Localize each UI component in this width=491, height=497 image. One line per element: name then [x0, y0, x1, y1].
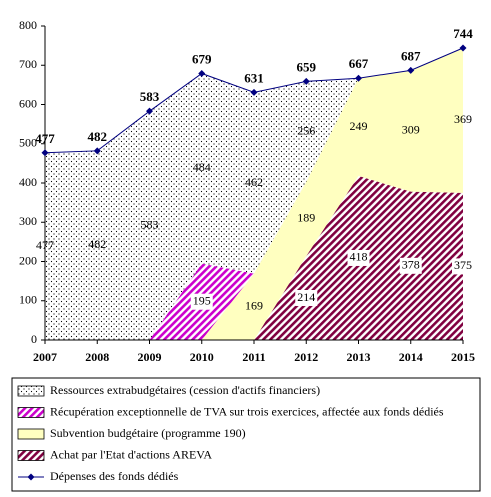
y-tick-label: 0 [31, 332, 37, 346]
y-tick-label: 400 [19, 175, 37, 189]
data-label: 482 [88, 237, 106, 251]
marker [459, 44, 467, 52]
line-label: 744 [453, 26, 473, 41]
line-label: 631 [244, 70, 264, 85]
y-tick-label: 600 [19, 96, 37, 110]
line-label: 667 [349, 56, 369, 71]
x-tick-label: 2011 [242, 350, 265, 364]
data-label: 369 [454, 112, 472, 126]
label-bg [399, 257, 422, 274]
data-label: 256 [297, 123, 315, 137]
line-label: 659 [297, 59, 317, 74]
y-tick-label: 100 [19, 293, 37, 307]
data-label: 378 [402, 258, 420, 272]
marker [93, 147, 101, 155]
area [45, 47, 463, 340]
data-label: 462 [245, 175, 263, 189]
legend-box [11, 377, 481, 492]
area [45, 175, 463, 340]
marker [146, 107, 153, 115]
legend-swatch [17, 450, 45, 461]
y-tick-label: 300 [19, 214, 37, 228]
data-label: 418 [350, 250, 368, 264]
label-bg [347, 249, 370, 266]
line-label: 679 [192, 51, 212, 66]
marker [198, 69, 206, 77]
area [45, 47, 463, 340]
legend-label: Achat par l'Etat d'actions AREVA [50, 447, 212, 461]
label-bg [190, 293, 213, 310]
data-label: 477 [36, 238, 54, 252]
legend-swatch [17, 385, 45, 397]
marker [41, 149, 49, 157]
marker [250, 88, 258, 96]
marker [302, 77, 310, 85]
y-tick-label: 800 [19, 18, 37, 32]
label-bg [295, 290, 318, 307]
legend-swatch [17, 407, 45, 418]
legend-label: Récupération exceptionnelle de TVA sur t… [50, 404, 444, 418]
data-label: 169 [245, 299, 263, 313]
data-label: 484 [193, 160, 211, 174]
legend-marker [27, 473, 35, 481]
line-label: 583 [140, 89, 160, 104]
data-label: 214 [297, 290, 315, 304]
x-tick-label: 2010 [190, 350, 214, 364]
y-tick-label: 500 [19, 136, 37, 150]
data-label: 189 [297, 211, 315, 225]
x-tick-label: 2008 [85, 350, 109, 364]
data-label: 309 [402, 123, 420, 137]
x-tick-label: 2012 [294, 350, 318, 364]
data-label: 375 [454, 258, 472, 272]
line-label: 477 [35, 131, 55, 146]
line-label: 482 [88, 129, 108, 144]
label-bg [452, 258, 474, 275]
legend-swatch [17, 428, 45, 440]
y-tick-label: 200 [19, 253, 37, 267]
marker [355, 74, 362, 82]
x-tick-label: 2009 [138, 350, 162, 364]
legend-label: Subvention budgétaire (programme 190) [50, 426, 246, 440]
data-label: 195 [193, 293, 211, 307]
line-label: 687 [401, 48, 421, 63]
data-label: 249 [350, 119, 368, 133]
y-tick-label: 700 [19, 57, 37, 71]
data-label: 583 [141, 217, 159, 231]
x-tick-label: 2015 [451, 350, 475, 364]
x-tick-label: 2014 [399, 350, 423, 364]
legend-label: Ressources extrabudgétaires (cession d'a… [50, 383, 320, 397]
legend-label: Dépenses des fonds dédiés [50, 469, 179, 483]
x-tick-label: 2013 [347, 350, 371, 364]
marker [407, 66, 415, 74]
x-tick-label: 2007 [33, 350, 57, 364]
